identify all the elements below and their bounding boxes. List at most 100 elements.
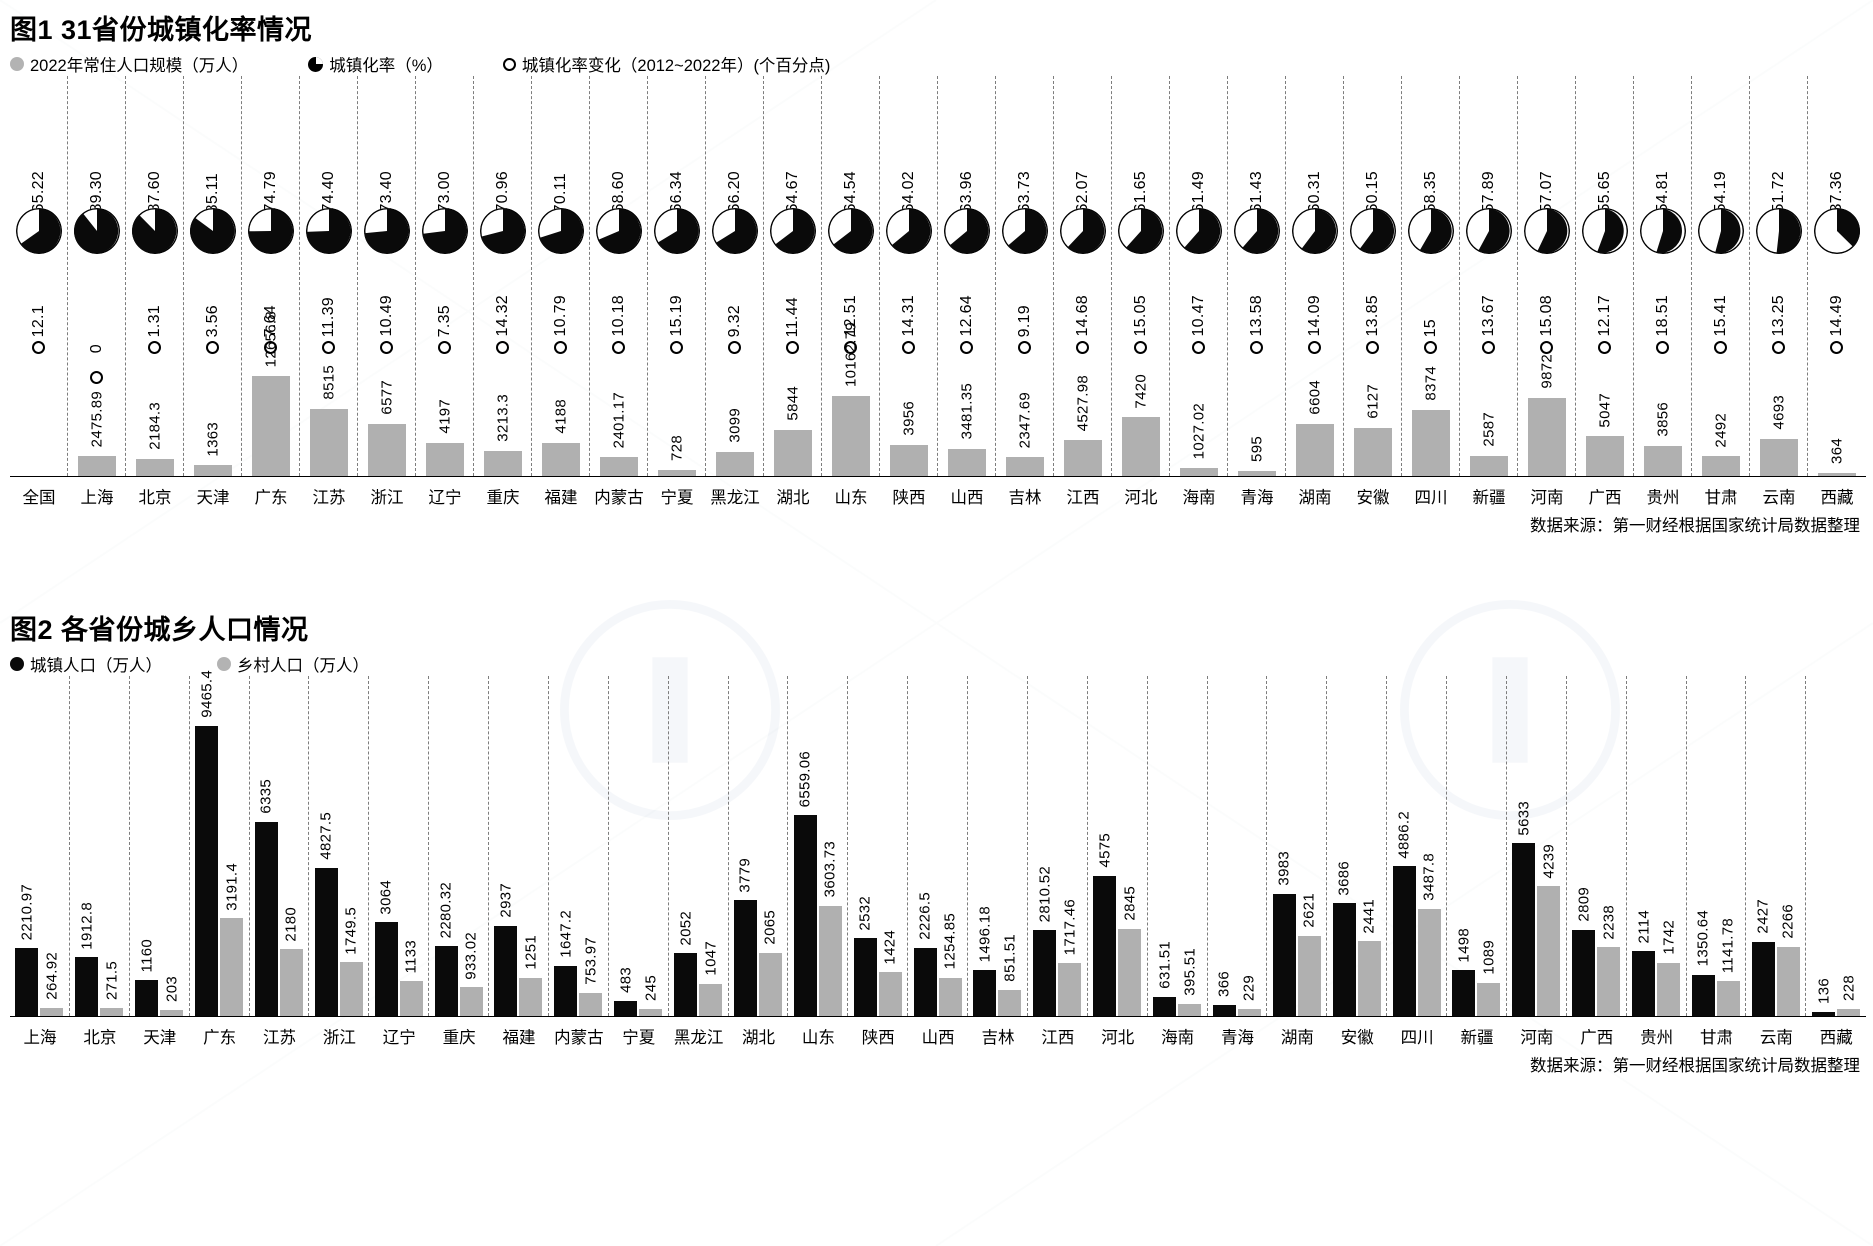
x-axis-label: 陕西	[892, 489, 926, 507]
urbanization-change-marker: 3.56	[204, 305, 221, 354]
province-column: 1160 203	[130, 676, 190, 1016]
rural-population-bar: 1141.78	[1716, 918, 1740, 1016]
urbanization-rate-pie	[1233, 208, 1280, 254]
population-value-label: 6577	[378, 380, 395, 416]
province-column: 61.43 13.58 595	[1228, 76, 1286, 476]
urbanization-rate-pie	[1581, 208, 1628, 254]
urban-population-label: 4827.5	[317, 812, 335, 861]
province-column: 55.65 12.17 5047	[1576, 76, 1634, 476]
x-axis-label: 吉林	[1008, 489, 1042, 507]
legend-item-urban-population: 城镇人口（万人）	[10, 652, 162, 676]
x-axis-label: 青海	[1220, 1029, 1254, 1047]
population-value-label: 8515	[320, 365, 337, 400]
urban-population-label: 2810.52	[1036, 865, 1054, 922]
rural-population-bar: 753.97	[579, 937, 603, 1016]
province-column: 73.00 7.35 4197	[416, 76, 474, 476]
rural-population-label: 753.97	[582, 937, 600, 985]
x-axis-label: 江苏	[312, 489, 346, 507]
province-column: 57.07 15.08 9872	[1518, 76, 1576, 476]
urbanization-change-marker: 14.49	[1828, 295, 1845, 354]
province-column: 1496.18 851.51	[968, 676, 1028, 1016]
rural-population-bar: 1047	[699, 941, 723, 1016]
urbanization-change-label: 0	[87, 343, 105, 353]
province-column: 1912.8 271.5	[70, 676, 130, 1016]
province-column: 6559.06 3603.73	[788, 676, 849, 1016]
x-axis-label: 天津	[196, 489, 230, 507]
x-axis-label: 上海	[80, 489, 114, 507]
province-column: 4827.5 1749.5	[309, 676, 370, 1016]
x-axis-label: 黑龙江	[710, 489, 760, 507]
rural-population-label: 4239	[1540, 843, 1558, 879]
province-column: 62.07 14.68 4527.98	[1054, 76, 1112, 476]
urbanization-rate-pie	[537, 208, 584, 254]
urbanization-rate-pie	[15, 208, 62, 254]
legend-item-rural-population: 乡村人口（万人）	[217, 652, 369, 676]
urbanization-change-marker: 15	[1422, 319, 1439, 354]
x-axis-label: 广西	[1588, 489, 1622, 507]
rural-population-bar: 271.5	[100, 961, 124, 1016]
province-column: 2809 2238	[1567, 676, 1627, 1016]
urban-population-bar: 9465.4	[195, 670, 219, 1016]
rural-population-label: 2621	[1300, 893, 1318, 928]
x-axis-label: 全国	[22, 489, 56, 507]
urban-population-label: 1350.64	[1694, 910, 1712, 967]
urbanization-rate-pie	[131, 208, 178, 254]
urbanization-rate-pie	[711, 208, 758, 254]
x-axis-label: 山东	[801, 1029, 835, 1047]
province-column: 2210.97 264.92	[10, 676, 70, 1016]
rural-population-bar: 2845	[1118, 886, 1142, 1016]
urban-population-label: 136	[1815, 977, 1833, 1004]
urban-population-label: 2210.97	[18, 883, 36, 941]
population-value-label: 7420	[1132, 373, 1149, 409]
province-column: 9465.4 3191.4	[190, 670, 250, 1016]
figure-2-title: 图2 各省份城乡人口情况	[10, 615, 309, 645]
grey-dot-icon	[217, 657, 231, 671]
urbanization-rate-pie	[885, 208, 932, 254]
population-bar	[541, 442, 580, 476]
figure-2-legend: 城镇人口（万人） 乡村人口（万人）	[10, 652, 1866, 676]
population-value-label: 5047	[1596, 392, 1613, 428]
rural-population-bar: 851.51	[998, 934, 1022, 1016]
urbanization-change-marker: 11.39	[320, 297, 337, 354]
province-column: 61.49 10.47 1027.02	[1170, 76, 1228, 476]
rural-population-bar: 4239	[1537, 844, 1561, 1016]
population-bar	[1063, 440, 1102, 476]
figure-2: 图2 各省份城乡人口情况 城镇人口（万人） 乡村人口（万人） 2210.97 26…	[10, 608, 1866, 1076]
urban-population-bar: 2114	[1632, 910, 1656, 1016]
urban-population-bar: 2427	[1751, 899, 1775, 1016]
x-axis-label: 湖南	[1280, 1029, 1314, 1047]
urbanization-rate-pie	[479, 208, 526, 254]
rural-population-label: 2180	[282, 906, 300, 942]
x-axis-label: 北京	[83, 1029, 117, 1047]
urbanization-change-label: 15.41	[1711, 295, 1729, 337]
x-axis-label: 山西	[921, 1029, 955, 1047]
urbanization-change-marker: 14.31	[900, 295, 917, 354]
population-bar	[1237, 471, 1276, 476]
province-column: 2114 1742	[1627, 676, 1687, 1016]
population-bar	[1353, 427, 1392, 476]
urban-population-label: 4886.2	[1395, 810, 1413, 859]
province-column: 70.11 10.79 4188	[532, 76, 590, 476]
x-axis-label: 云南	[1759, 1029, 1793, 1047]
province-column: 3686 2441	[1327, 676, 1388, 1016]
legend-item-urbanization-change: 城镇化率变化（2012~2022年）(个百分点)	[502, 52, 830, 76]
urbanization-change-marker: 11.44	[784, 297, 801, 354]
x-axis-label: 西藏	[1820, 489, 1854, 507]
urban-population-label: 6335	[257, 779, 275, 814]
province-column: 3779 2065	[729, 676, 789, 1016]
population-bar	[367, 424, 406, 476]
rural-population-label: 2065	[761, 910, 779, 945]
rural-population-label: 2845	[1121, 886, 1139, 921]
province-column: 54.19 15.41 2492	[1692, 76, 1750, 476]
rural-population-bar: 1133	[399, 940, 423, 1016]
province-column: 73.40 10.49 6577	[358, 76, 416, 476]
urbanization-rate-pie	[247, 208, 294, 254]
x-axis-label: 湖南	[1298, 489, 1332, 507]
urban-population-bar: 6559.06	[793, 751, 817, 1016]
urbanization-rate-pie	[421, 208, 468, 254]
x-axis-label: 山西	[950, 489, 984, 507]
rural-population-label: 264.92	[43, 952, 61, 1000]
urbanization-change-marker: 10.47	[1190, 295, 1207, 354]
province-column: 2532 1424	[848, 676, 909, 1016]
urbanization-change-label: 13.25	[1769, 295, 1787, 337]
